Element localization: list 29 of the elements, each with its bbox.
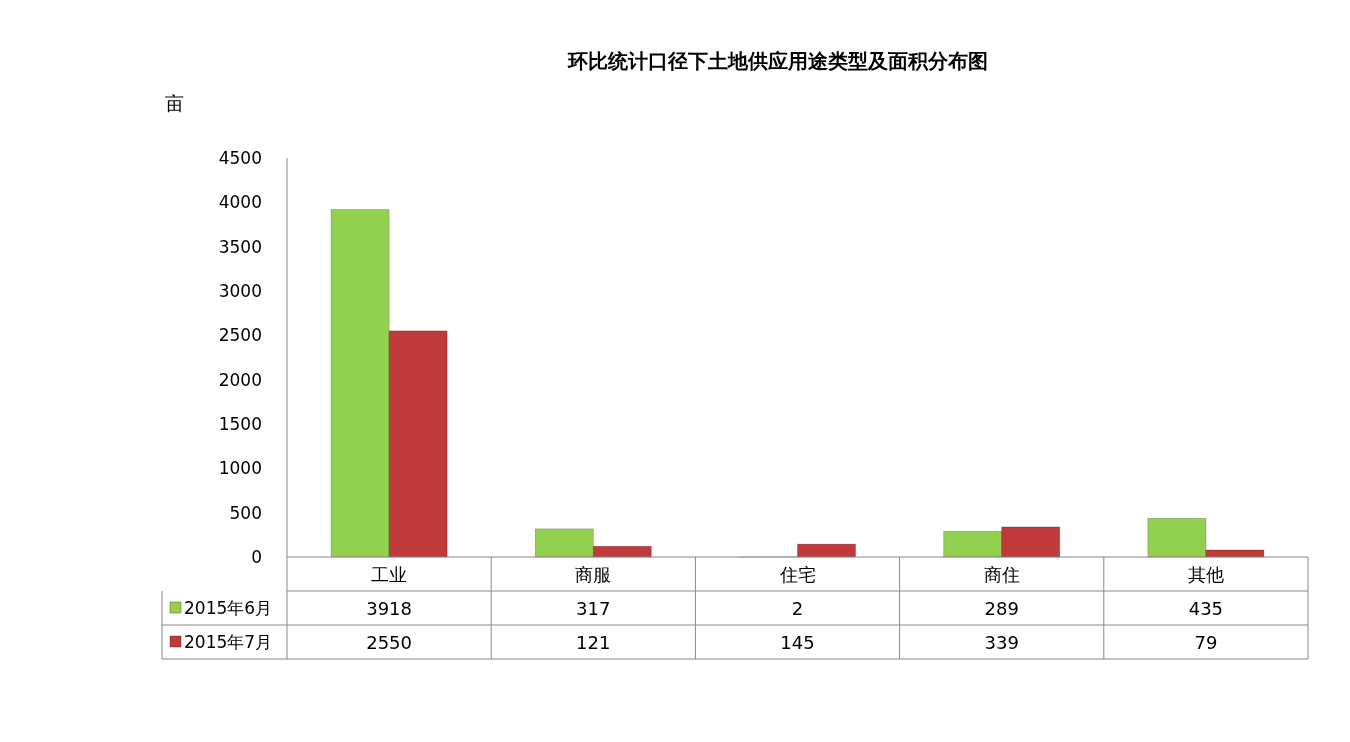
y-tick-label: 2500	[218, 325, 262, 346]
x-tick-label: 商服	[575, 564, 612, 585]
data-label: 289	[984, 598, 1019, 619]
x-tick-label: 商住	[983, 564, 1020, 585]
y-tick-label: 1500	[218, 414, 262, 434]
x-tick-label: 住宅	[778, 564, 816, 585]
legend-label: 2015年6月	[184, 598, 273, 618]
legend-label: 2015年7月	[184, 632, 273, 652]
y-tick-label: 1000	[218, 458, 262, 479]
data-label: 2	[791, 598, 804, 619]
y-tick-label: 2000	[218, 369, 262, 390]
data-label: 339	[984, 632, 1019, 653]
y-tick-label: 0	[251, 547, 262, 567]
data-label: 435	[1188, 598, 1224, 619]
y-axis-title: 亩	[165, 92, 184, 114]
y-tick-label: 4000	[218, 192, 262, 213]
data-label: 317	[576, 598, 611, 619]
y-tick-label: 500	[229, 502, 262, 523]
data-label: 3918	[366, 598, 413, 619]
data-label: 145	[780, 632, 815, 653]
data-label: 121	[576, 632, 611, 653]
x-tick-label: 工业	[371, 564, 408, 585]
y-tick-label: 4500	[218, 148, 262, 168]
data-label: 79	[1194, 632, 1218, 653]
x-tick-label: 其他	[1187, 564, 1224, 585]
y-tick-label: 3500	[218, 236, 262, 257]
y-tick-label: 3000	[218, 281, 262, 301]
data-label: 2550	[366, 632, 413, 653]
chart-title: 环比统计口径下土地供应用途类型及面积分布图	[566, 49, 988, 73]
